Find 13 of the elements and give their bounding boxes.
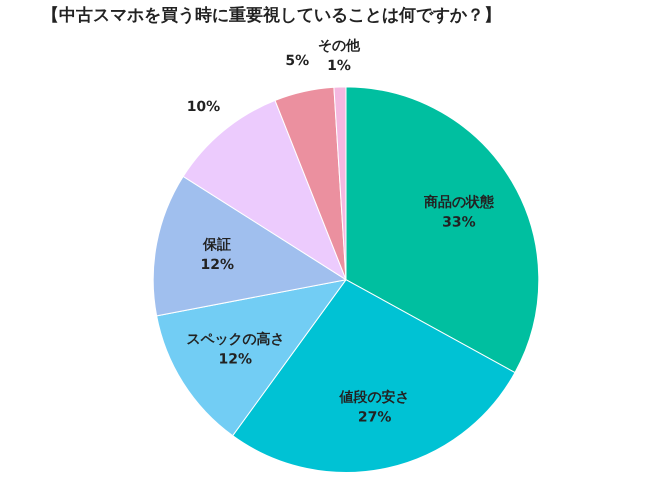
data-label: 12% (218, 352, 252, 368)
slice-label: 商品の状態 (422, 194, 495, 211)
slice-label: 保証 (202, 236, 232, 253)
data-label: 10% (186, 99, 220, 116)
slice-label: 値段の安さ (338, 388, 410, 406)
slice-label: その他 (318, 38, 361, 54)
data-label: 27% (358, 409, 392, 426)
data-label: 1% (327, 58, 351, 74)
data-label: 5% (285, 53, 310, 70)
chart-title: 【中古スマホを買う時に重要視していることは何ですか？】 (42, 6, 501, 26)
data-label: 33% (442, 214, 476, 231)
slice-label: スペックの高さ (186, 330, 284, 348)
data-label: 12% (200, 256, 234, 273)
